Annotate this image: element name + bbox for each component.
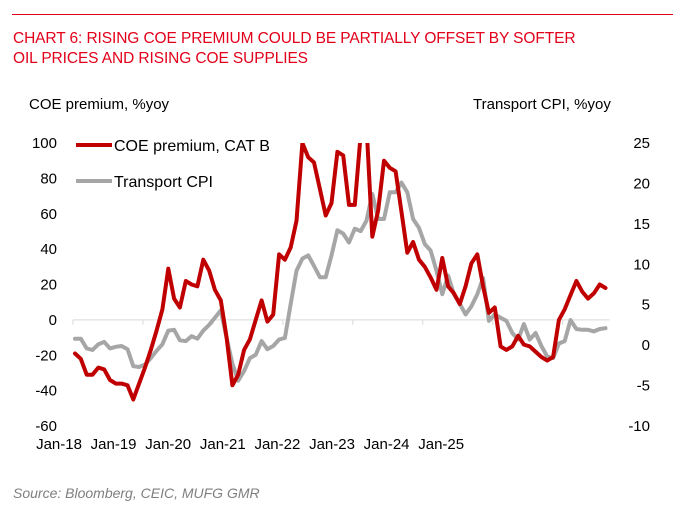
x-tick-label: Jan-24 bbox=[364, 436, 410, 453]
right-tick-label: 15 bbox=[633, 216, 650, 233]
left-tick-label: 0 bbox=[49, 312, 57, 329]
x-tick-label: Jan-19 bbox=[91, 436, 137, 453]
left-axis-ticks: 100 80 60 40 20 0 -20 -40 -60 bbox=[32, 135, 57, 435]
left-tick-label: 20 bbox=[40, 277, 57, 294]
right-tick-label: 5 bbox=[642, 297, 650, 314]
x-tick-label: Jan-20 bbox=[145, 436, 191, 453]
right-tick-label: 10 bbox=[633, 256, 650, 273]
right-tick-label: 0 bbox=[642, 337, 650, 354]
x-tick-label: Jan-23 bbox=[309, 436, 355, 453]
legend: COE premium, CAT B Transport CPI bbox=[76, 138, 270, 191]
right-axis-ticks: 25 20 15 10 5 0 -5 -10 bbox=[628, 135, 650, 435]
x-tick-label: Jan-18 bbox=[36, 436, 82, 453]
left-tick-label: 60 bbox=[40, 206, 57, 223]
chart-title-line2: OIL PRICES AND RISING COE SUPPLIES bbox=[13, 50, 308, 67]
legend-label-coe: COE premium, CAT B bbox=[114, 138, 270, 155]
source-note: Source: Bloomberg, CEIC, MUFG GMR bbox=[13, 485, 260, 501]
left-axis-title: COE premium, %yoy bbox=[29, 96, 170, 113]
left-tick-label: -40 bbox=[35, 383, 57, 400]
chart-title-line1: CHART 6: RISING COE PREMIUM COULD BE PAR… bbox=[13, 30, 576, 47]
chart-title: CHART 6: RISING COE PREMIUM COULD BE PAR… bbox=[13, 29, 663, 69]
x-tick-label: Jan-25 bbox=[418, 436, 464, 453]
series-layer bbox=[73, 143, 608, 402]
x-axis-ticks: Jan-18 Jan-19 Jan-20 Jan-21 Jan-22 Jan-23 Jan-… bbox=[36, 319, 564, 453]
legend-label-transport: Transport CPI bbox=[114, 174, 213, 191]
left-tick-label: -20 bbox=[35, 347, 57, 364]
left-tick-label: -60 bbox=[35, 418, 57, 435]
right-axis-title: Transport CPI, %yoy bbox=[473, 96, 611, 113]
x-tick-label: Jan-22 bbox=[254, 436, 300, 453]
right-tick-label: -5 bbox=[637, 378, 650, 395]
x-tick-label: Jan-21 bbox=[200, 436, 246, 453]
header-rule bbox=[12, 14, 673, 15]
series-line-coe-premium bbox=[73, 143, 608, 402]
series-line-transport-cpi bbox=[73, 180, 608, 383]
right-tick-label: 25 bbox=[633, 135, 650, 152]
left-tick-label: 100 bbox=[32, 135, 57, 152]
left-tick-label: 40 bbox=[40, 241, 57, 258]
left-tick-label: 80 bbox=[40, 170, 57, 187]
right-tick-label: -10 bbox=[628, 418, 650, 435]
right-tick-label: 20 bbox=[633, 175, 650, 192]
